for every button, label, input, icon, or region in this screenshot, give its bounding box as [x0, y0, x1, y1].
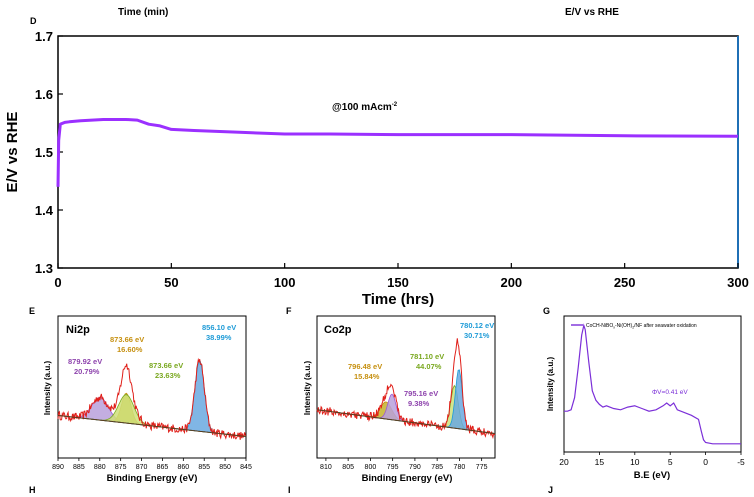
co-x-tick-label: 775	[476, 464, 488, 471]
co2p-peak4-percent: 30.71%	[464, 331, 490, 340]
vb-legend-part2: -Ni(OH)	[615, 323, 633, 329]
stability-y-tick-label: 1.6	[35, 87, 53, 102]
ni2p-peak3-energy: 873.66 eV	[149, 361, 183, 370]
stability-annotation-sup: -2	[392, 102, 398, 108]
panel-letter-e: E	[29, 306, 35, 316]
panel-letter-d: D	[30, 16, 37, 26]
header-ev-label: E/V vs RHE	[565, 7, 619, 18]
stability-y-tick-label: 1.7	[35, 29, 53, 44]
vb-legend-part3: /NF after seawater oxidation	[634, 323, 697, 329]
co2p-peak2-energy: 795.16 eV	[404, 389, 438, 398]
panel-letter-g: G	[543, 306, 550, 316]
vb-x-tick-label: 0	[703, 457, 708, 467]
co-x-tick-label: 780	[454, 464, 466, 471]
stability-y-axis-label: E/V vs RHE	[4, 112, 21, 193]
ni2p-y-axis-label: Intensity (a.u.)	[43, 361, 52, 416]
co2p-peak1-energy: 796.48 eV	[348, 362, 382, 371]
vb-y-axis-label: Intensity (a.u.)	[546, 357, 555, 412]
vb-annotation: ΦV=0.41 eV	[652, 389, 688, 396]
ni2p-peak4-energy: 856.10 eV	[202, 323, 236, 332]
vb-x-tick-label: 5	[668, 457, 673, 467]
vb-x-tick-label: -5	[737, 457, 745, 467]
vb-plot-frame	[563, 315, 742, 453]
ni2p-peak2-percent: 16.60%	[117, 345, 143, 354]
ni2p-peak4-percent: 38.99%	[206, 333, 232, 342]
co2p-raw-spectrum	[316, 338, 496, 440]
stability-annotation: @100 mAcm-2	[332, 102, 398, 113]
co-x-tick-label: 785	[431, 464, 443, 471]
panel-letter-i: I	[288, 485, 291, 495]
panel-letter-f: F	[286, 306, 292, 316]
co-x-tick-label: 790	[409, 464, 421, 471]
header-time-label: Time (min)	[118, 7, 168, 18]
stability-x-tick-label: 100	[274, 275, 296, 290]
ni2p-peak2-energy: 873.66 eV	[110, 335, 144, 344]
vb-x-tick-label: 10	[630, 457, 640, 467]
stability-x-tick-label: 200	[500, 275, 522, 290]
ni2p-peak1-energy: 879.92 eV	[68, 357, 102, 366]
stability-series-line	[56, 118, 739, 187]
valence-band-chart: 20 15 10 5 0 -5 CoCH-NiBOx-Ni(OH)2/NF after s…	[546, 315, 745, 481]
ni2p-plot-frame	[57, 315, 247, 459]
co-x-tick-label: 810	[320, 464, 332, 471]
vb-legend-sub1: x	[613, 326, 615, 330]
stability-x-axis-label: Time (hrs)	[362, 291, 434, 308]
vb-legend-sub2: 2	[632, 326, 634, 330]
co2p-peak2-percent: 9.38%	[408, 399, 430, 408]
co-peak-fill	[316, 369, 496, 434]
co2p-peak4-energy: 780.12 eV	[460, 321, 494, 330]
co2p-chart: 810 805 800 795 790 785 780 775 Co2p 796.48 eV …	[303, 315, 496, 484]
co2p-title: Co2p	[324, 324, 352, 336]
stability-y-tick-label: 1.4	[35, 203, 54, 218]
co-x-tick-label: 795	[387, 464, 399, 471]
ni2p-title: Ni2p	[66, 324, 90, 336]
ni2p-background-line	[57, 414, 247, 437]
co2p-plot-frame	[316, 315, 496, 459]
ni-x-tick-label: 880	[94, 464, 106, 471]
co2p-x-axis-label: Binding Energy (eV)	[362, 473, 453, 484]
stability-x-tick-label: 0	[54, 275, 61, 290]
stability-x-tick-label: 250	[614, 275, 636, 290]
stability-x-tick-label: 50	[164, 275, 178, 290]
stability-x-tick-label: 150	[387, 275, 409, 290]
vb-x-axis-label: B.E (eV)	[634, 470, 670, 481]
panel-letter-h: H	[29, 485, 36, 495]
vb-series-line	[564, 323, 741, 445]
co-x-tick-label: 800	[365, 464, 377, 471]
stability-y-tick-label: 1.5	[35, 145, 53, 160]
vb-legend-part1: CoCH-NiBO	[586, 323, 613, 329]
co2p-peak3-energy: 781.10 eV	[410, 352, 444, 361]
stability-x-tick-label: 300	[727, 275, 749, 290]
co2p-background-line	[316, 409, 496, 435]
ni-x-tick-label: 855	[198, 464, 210, 471]
ni2p-peak1-percent: 20.79%	[74, 367, 100, 376]
ni2p-peak3-percent: 23.63%	[155, 371, 181, 380]
vb-x-tick-label: 15	[595, 457, 605, 467]
panel-letter-j: J	[548, 485, 553, 495]
ni-x-tick-label: 890	[52, 464, 64, 471]
ni-x-tick-label: 885	[73, 464, 85, 471]
stability-chart: 1.3 1.4 1.5 1.6 1.7 0 50 100 150 200 250 300 @100 …	[4, 29, 749, 308]
vb-x-tick-label: 20	[559, 457, 569, 467]
co2p-peak1-percent: 15.84%	[354, 372, 380, 381]
co-x-tick-label: 805	[342, 464, 354, 471]
ni-x-tick-label: 850	[219, 464, 231, 471]
vb-legend-label: CoCH-NiBOx-Ni(OH)2/NF after seawater oxi…	[586, 323, 697, 330]
ni-x-tick-label: 845	[240, 464, 252, 471]
ni2p-x-axis-label: Binding Energy (eV)	[107, 473, 198, 484]
ni-x-tick-label: 860	[177, 464, 189, 471]
ni-x-tick-label: 875	[115, 464, 127, 471]
co2p-y-axis-label: Intensity (a.u.)	[303, 361, 312, 416]
ni-x-tick-label: 870	[136, 464, 148, 471]
stability-y-tick-label: 1.3	[35, 261, 53, 276]
stability-annotation-text: @100 mAcm	[332, 102, 392, 113]
co2p-peak3-percent: 44.07%	[416, 362, 442, 371]
stability-plot-frame	[57, 35, 739, 269]
ni2p-chart: 890 885 880 875 870 865 860 855 850 845 Ni2p 879.…	[43, 315, 252, 484]
ni-x-tick-label: 865	[157, 464, 169, 471]
